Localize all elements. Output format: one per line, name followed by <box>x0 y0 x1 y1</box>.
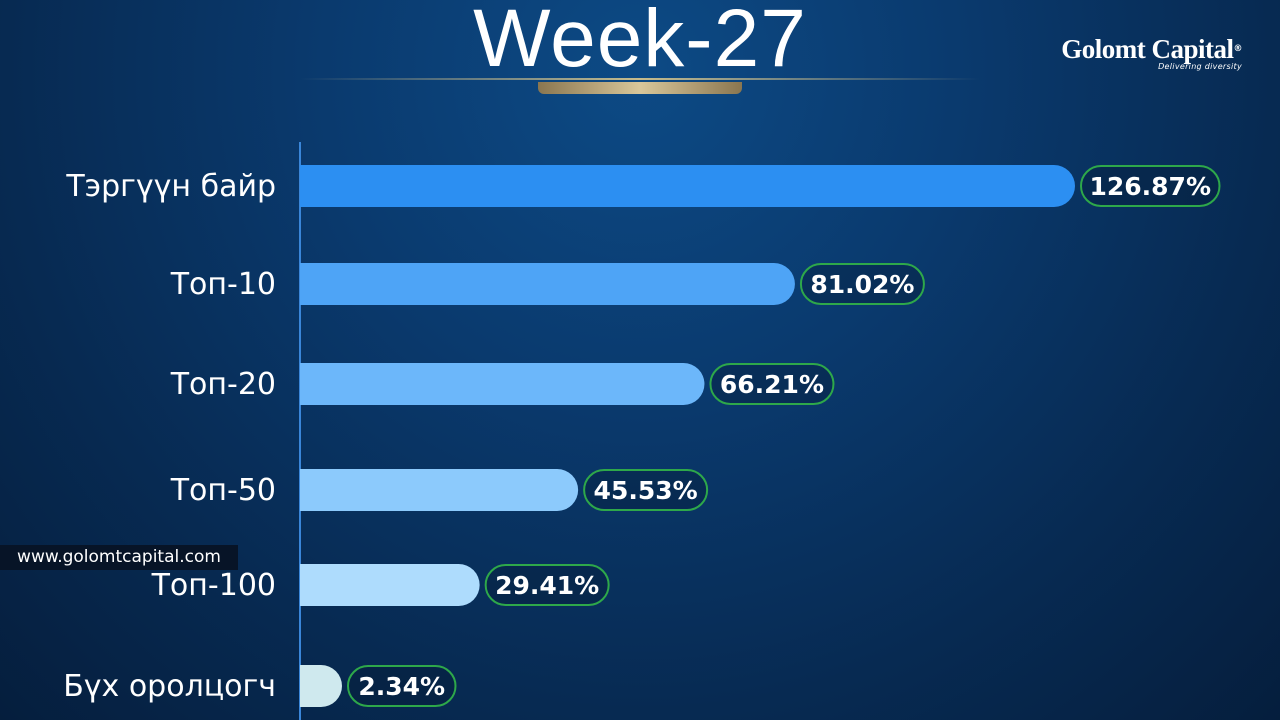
value-label: 45.53% <box>594 476 698 505</box>
category-label: Топ-10 <box>170 267 276 302</box>
value-label: 2.34% <box>358 672 445 701</box>
value-pill <box>347 665 457 707</box>
category-label: Топ-50 <box>170 473 276 508</box>
brand-tagline: Delivering diversity <box>1158 62 1242 71</box>
bar-3 <box>300 363 705 405</box>
value-pill <box>1080 165 1221 207</box>
website-url: www.golomtcapital.com <box>0 545 238 570</box>
value-label: 126.87% <box>1089 172 1211 201</box>
value-label: 81.02% <box>810 270 914 299</box>
bar-4 <box>300 469 579 511</box>
value-pill <box>709 363 835 405</box>
brand-logo: Golomt Capital® Delivering diversity <box>1061 34 1242 71</box>
value-pill <box>484 564 610 606</box>
title-accent-bar <box>538 82 742 94</box>
bar-6 <box>300 665 342 707</box>
value-pill <box>799 263 925 305</box>
title-underline <box>300 78 980 80</box>
brand-name: Golomt Capital <box>1061 34 1234 64</box>
bar-2 <box>300 263 795 305</box>
value-label: 66.21% <box>720 370 824 399</box>
category-label: Топ-100 <box>151 568 276 603</box>
chart-title: Week-27 <box>473 0 807 84</box>
category-label: Тэргүүн байр <box>65 169 276 204</box>
category-label: Топ-20 <box>170 367 276 402</box>
value-label: 29.41% <box>495 571 599 600</box>
bar-5 <box>300 564 480 606</box>
value-pill <box>583 469 709 511</box>
registered-mark: ® <box>1233 44 1243 54</box>
category-label: Бүх оролцогч <box>63 669 276 704</box>
bar-1 <box>300 165 1075 207</box>
